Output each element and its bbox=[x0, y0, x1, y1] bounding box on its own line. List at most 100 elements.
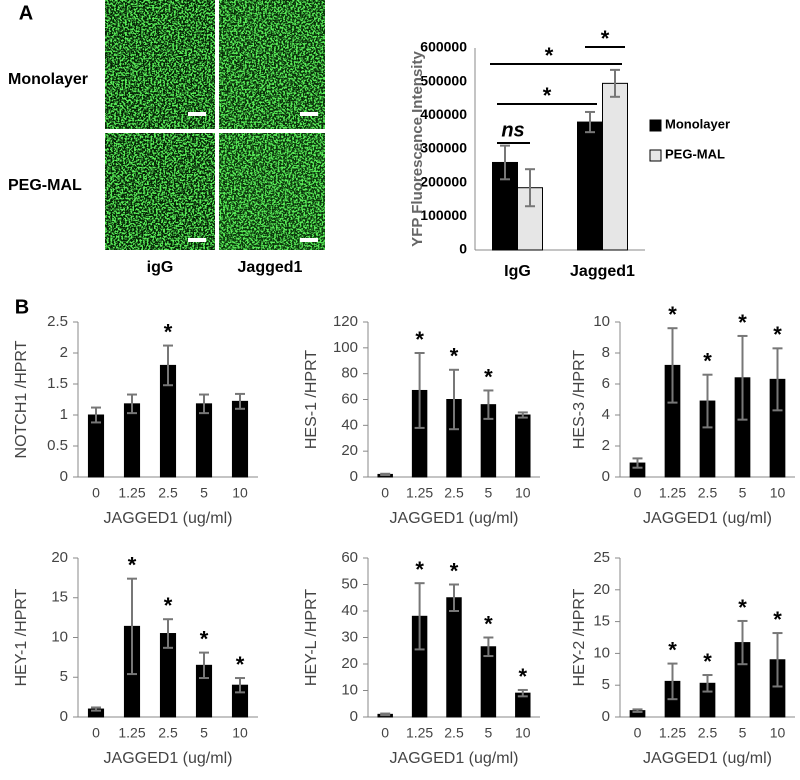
y-tick-label: 4 bbox=[602, 406, 610, 423]
x-tick-label: 2.5 bbox=[698, 485, 718, 501]
y-axis-label: HEY-L /HPRT bbox=[303, 589, 320, 686]
y-tick-label: 2 bbox=[60, 344, 68, 361]
y-axis-label: HEY-1 /HPRT bbox=[13, 588, 30, 686]
significance-marker: * bbox=[450, 344, 459, 369]
legend-swatch bbox=[649, 119, 662, 132]
bar bbox=[577, 121, 603, 251]
significance-marker: * bbox=[519, 664, 528, 689]
annotation: * bbox=[545, 43, 554, 68]
y-tick-label: 10 bbox=[593, 644, 610, 661]
x-tick-label: 10 bbox=[232, 725, 248, 741]
x-tick-label: 5 bbox=[485, 485, 493, 501]
x-axis-label: JAGGED1 (ug/ml) bbox=[104, 750, 233, 767]
y-tick-label: 100 bbox=[333, 339, 358, 356]
image-texture bbox=[219, 0, 325, 129]
x-tick-label: 2.5 bbox=[158, 725, 178, 741]
row-label: PEG-MAL bbox=[8, 177, 82, 194]
legend-label: Monolayer bbox=[665, 116, 730, 131]
significance-marker: * bbox=[164, 593, 173, 618]
bar bbox=[123, 403, 141, 478]
y-tick-label: 10 bbox=[51, 628, 68, 645]
scale-bar bbox=[300, 238, 318, 242]
y-tick-label: 30 bbox=[341, 628, 358, 645]
x-tick-label: 5 bbox=[739, 485, 747, 501]
x-tick-label: 10 bbox=[515, 485, 531, 501]
y-tick-label: 20 bbox=[341, 655, 358, 672]
y-tick-label: 60 bbox=[341, 549, 358, 566]
significance-marker: * bbox=[200, 626, 209, 651]
x-tick-label: Jagged1 bbox=[570, 263, 635, 280]
x-axis-label: JAGGED1 (ug/ml) bbox=[104, 510, 233, 527]
y-tick-label: 5 bbox=[602, 676, 610, 693]
x-tick-label: 2.5 bbox=[444, 725, 464, 741]
y-tick-label: 25 bbox=[593, 549, 610, 566]
significance-marker: * bbox=[484, 611, 493, 636]
x-tick-label: 1.25 bbox=[659, 725, 686, 741]
significance-marker: * bbox=[668, 637, 677, 662]
y-tick-label: 300000 bbox=[420, 140, 467, 156]
bar bbox=[231, 400, 249, 478]
legend-label: PEG-MAL bbox=[665, 146, 725, 161]
annotation: * bbox=[601, 26, 610, 51]
x-tick-label: 0 bbox=[381, 725, 389, 741]
significance-marker: * bbox=[703, 349, 712, 374]
y-tick-label: 0 bbox=[350, 468, 358, 485]
x-tick-label: 0 bbox=[92, 485, 100, 501]
x-tick-label: 5 bbox=[200, 725, 208, 741]
y-tick-label: 600000 bbox=[420, 39, 467, 55]
x-tick-label: 1.25 bbox=[659, 485, 686, 501]
y-tick-label: 0 bbox=[350, 708, 358, 725]
y-tick-label: 8 bbox=[602, 344, 610, 361]
y-tick-label: 60 bbox=[341, 390, 358, 407]
significance-marker: * bbox=[703, 649, 712, 674]
significance-marker: * bbox=[128, 552, 137, 577]
x-tick-label: 2.5 bbox=[158, 485, 178, 501]
significance-marker: * bbox=[773, 607, 782, 632]
significance-marker: * bbox=[415, 327, 424, 352]
y-tick-label: 2 bbox=[602, 437, 610, 454]
x-tick-label: 0 bbox=[381, 485, 389, 501]
y-tick-label: 40 bbox=[341, 602, 358, 619]
y-tick-label: 120 bbox=[333, 313, 358, 330]
y-tick-label: 400000 bbox=[420, 106, 467, 122]
scale-bar bbox=[188, 112, 206, 116]
x-tick-label: 1.25 bbox=[406, 485, 433, 501]
y-tick-label: 15 bbox=[593, 613, 610, 630]
annotation: ns bbox=[501, 119, 524, 141]
y-tick-label: 50 bbox=[341, 575, 358, 592]
panel-label: A bbox=[19, 2, 33, 24]
y-tick-label: 200000 bbox=[420, 173, 467, 189]
x-tick-label: 0 bbox=[92, 725, 100, 741]
x-axis-label: JAGGED1 (ug/ml) bbox=[643, 510, 772, 527]
y-tick-label: 0 bbox=[60, 708, 68, 725]
x-axis-label: JAGGED1 (ug/ml) bbox=[390, 750, 519, 767]
x-tick-label: 10 bbox=[770, 725, 786, 741]
x-tick-label: 1.25 bbox=[118, 725, 145, 741]
y-axis-label: HEY-2 /HPRT bbox=[571, 588, 588, 686]
significance-marker: * bbox=[738, 310, 747, 335]
y-tick-label: 100000 bbox=[420, 207, 467, 223]
bar bbox=[602, 82, 628, 251]
x-axis-label: JAGGED1 (ug/ml) bbox=[390, 510, 519, 527]
y-tick-label: 20 bbox=[341, 442, 358, 459]
significance-marker: * bbox=[738, 595, 747, 620]
x-tick-label: IgG bbox=[504, 263, 531, 280]
significance-marker: * bbox=[484, 364, 493, 389]
x-tick-label: 2.5 bbox=[444, 485, 464, 501]
y-tick-label: 40 bbox=[341, 416, 358, 433]
y-tick-label: 2.5 bbox=[47, 313, 68, 330]
image-texture bbox=[219, 133, 325, 250]
column-label: igG bbox=[147, 259, 174, 276]
y-tick-label: 6 bbox=[602, 375, 610, 392]
y-tick-label: 500000 bbox=[420, 72, 467, 88]
y-tick-label: 1 bbox=[60, 406, 68, 423]
x-tick-label: 5 bbox=[200, 485, 208, 501]
y-tick-label: 0.5 bbox=[47, 437, 68, 454]
x-tick-label: 5 bbox=[485, 725, 493, 741]
significance-marker: * bbox=[773, 322, 782, 347]
y-tick-label: 0 bbox=[602, 468, 610, 485]
annotation: * bbox=[543, 83, 552, 108]
y-tick-label: 15 bbox=[51, 589, 68, 606]
y-tick-label: 80 bbox=[341, 365, 358, 382]
row-label: Monolayer bbox=[8, 71, 88, 88]
